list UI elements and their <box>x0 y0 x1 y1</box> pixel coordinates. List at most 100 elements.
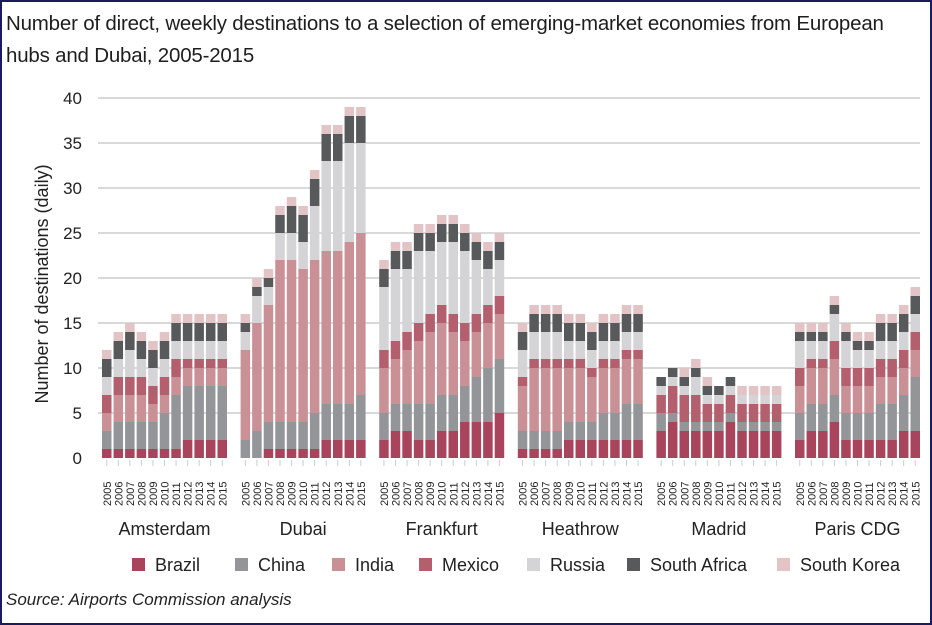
bar-segment-china <box>356 395 366 440</box>
bar-segment-china <box>425 404 435 440</box>
bar-segment-russia <box>402 269 412 332</box>
bar-segment-india <box>818 368 828 404</box>
x-tick-label: 2012 <box>183 482 195 506</box>
bar-segment-russia <box>252 296 262 323</box>
bar-segment-russia <box>136 359 147 377</box>
bar-segment-south-korea <box>621 305 632 314</box>
x-tick-label: 2007 <box>125 482 137 506</box>
bar-group-dubai <box>240 107 366 458</box>
bar-segment-mexico <box>205 359 216 368</box>
bar-segment-russia <box>633 332 643 350</box>
bar-segment-india <box>356 233 366 395</box>
bar-segment-mexico <box>575 359 586 368</box>
bar-segment-brazil <box>795 440 805 458</box>
bar-segment-south-africa <box>102 359 112 377</box>
bar-segment-china <box>667 413 678 422</box>
bar-segment-south-africa <box>564 323 574 341</box>
bar-segment-south-korea <box>829 296 840 305</box>
bar-segment-russia <box>102 377 112 395</box>
bar-segment-south-korea <box>483 242 493 251</box>
bar-segment-mexico <box>633 350 643 359</box>
bar-segment-brazil <box>402 431 412 458</box>
bar-segment-china <box>390 404 401 431</box>
bar-segment-china <box>679 422 689 431</box>
bar-segment-south-africa <box>436 224 447 242</box>
bar-segment-russia <box>748 395 759 404</box>
bar-segment-india <box>148 404 158 422</box>
legend-swatch <box>627 558 640 571</box>
bar-segment-china <box>795 413 805 440</box>
bar-segment-india <box>102 413 112 431</box>
bar-segment-south-korea <box>575 314 586 323</box>
bar-segment-brazil <box>621 440 632 458</box>
bar-segment-brazil <box>910 431 920 458</box>
bar-segment-russia <box>171 341 181 359</box>
y-tick-label: 20 <box>63 269 82 288</box>
bar-segment-south-korea <box>702 377 713 386</box>
x-tick-label: 2006 <box>806 482 818 506</box>
bar-segment-china <box>748 422 759 431</box>
x-tick-label: 2015 <box>494 482 506 506</box>
x-tick-label: 2008 <box>136 482 148 506</box>
bar-segment-south-africa <box>714 386 724 395</box>
y-tick-label: 40 <box>63 89 82 108</box>
bar-segment-mexico <box>714 404 724 422</box>
bar-segment-south-africa <box>887 323 897 341</box>
bar-segment-south-korea <box>864 332 874 341</box>
bar-segment-brazil <box>205 440 216 458</box>
bar-segment-south-africa <box>529 314 539 332</box>
bar-segment-south-korea <box>598 314 609 323</box>
x-tick-label: 2014 <box>622 482 634 506</box>
legend: Brazil China India Mexico Russia South Africa… <box>132 555 901 575</box>
bar-segment-south-africa <box>333 134 343 161</box>
bar-segment-india <box>575 368 586 422</box>
bar-segment-russia <box>875 341 886 359</box>
bar-segment-china <box>298 422 308 449</box>
bar-segment-south-africa <box>390 251 401 269</box>
bar-segment-mexico <box>529 359 539 368</box>
bar-segment-south-korea <box>806 323 817 332</box>
gridlines <box>98 97 920 414</box>
bar-segment-brazil <box>136 449 147 458</box>
bar-segment-brazil <box>864 440 874 458</box>
bar-segment-india <box>344 242 355 404</box>
x-tick-label: 2005 <box>379 482 391 506</box>
bar-segment-china <box>321 404 331 440</box>
bar-segment-brazil <box>702 431 713 458</box>
bar-segment-mexico <box>402 332 412 350</box>
x-tick-label: 2013 <box>610 482 622 506</box>
bar-segment-brazil <box>263 449 274 458</box>
bar-segment-south-africa <box>113 341 124 359</box>
bar-segment-brazil <box>725 422 736 458</box>
x-tick-label: 2007 <box>818 482 830 506</box>
bar-segment-south-africa <box>875 323 886 341</box>
bar-segment-mexico <box>471 314 482 332</box>
bar-segment-south-korea <box>194 314 204 323</box>
y-axis: 0 5 10 15 20 25 30 35 40 <box>63 89 82 468</box>
bar-segment-south-korea <box>344 107 355 116</box>
bar-segment-russia <box>182 341 193 359</box>
bar-segment-south-korea <box>159 332 170 341</box>
bar-segment-russia <box>575 341 586 359</box>
bar-segment-south-korea <box>818 323 828 332</box>
bar-segment-brazil <box>564 440 574 458</box>
bar-segment-china <box>841 413 851 440</box>
bar-segment-south-korea <box>771 386 782 395</box>
x-tick-label: 2013 <box>194 482 206 506</box>
bar-segment-russia <box>691 377 701 395</box>
x-tick-label: 2006 <box>529 482 541 506</box>
bar-segment-brazil <box>344 440 355 458</box>
bar-segment-brazil <box>436 431 447 458</box>
bar-segment-south-korea <box>529 305 539 314</box>
bar-segment-russia <box>321 161 331 251</box>
bar-segment-south-africa <box>656 377 666 386</box>
bar-segment-russia <box>275 233 285 260</box>
bar-segment-brazil <box>679 431 689 458</box>
bar-segment-mexico <box>171 359 181 377</box>
bar-segment-brazil <box>887 440 897 458</box>
x-tick-label: 2014 <box>483 482 495 506</box>
bar-segment-russia <box>240 332 251 350</box>
x-tick-label: 2015 <box>356 482 368 506</box>
bar-segment-india <box>448 332 458 395</box>
bar-segment-china <box>552 431 562 449</box>
